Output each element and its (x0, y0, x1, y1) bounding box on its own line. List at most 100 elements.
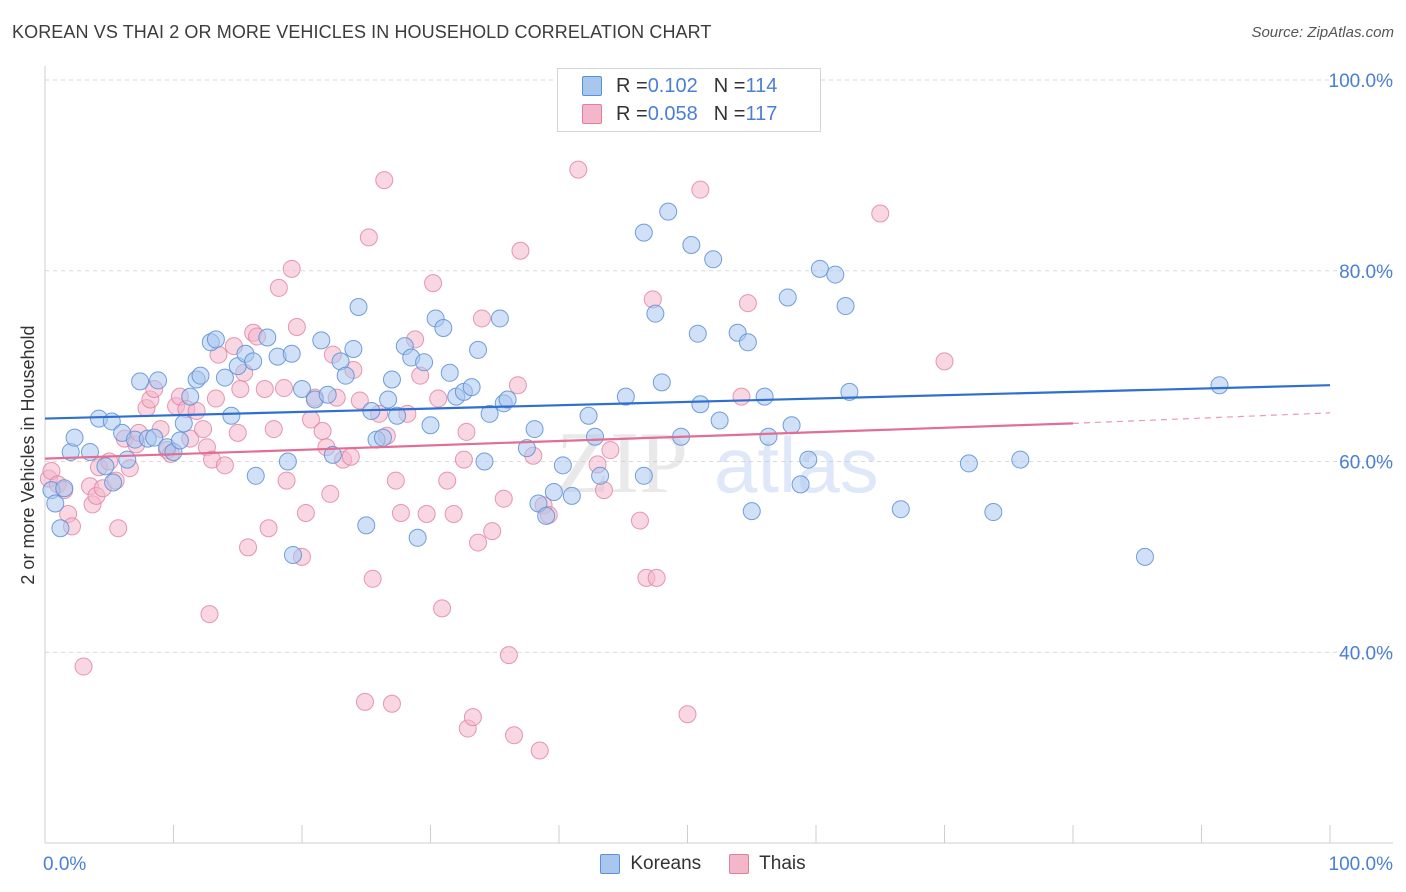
korean-point (434, 318, 453, 337)
thai-point (382, 694, 401, 713)
korean-point (55, 479, 74, 498)
legend-item-koreans[interactable]: Koreans (600, 853, 701, 875)
korean-point (759, 427, 778, 446)
korean-point (836, 297, 855, 316)
korean-point (778, 288, 797, 307)
korean-point (373, 428, 392, 447)
korean-point (379, 390, 398, 409)
thai-point (264, 420, 283, 439)
korean-point (984, 503, 1003, 522)
korean-point (591, 466, 610, 485)
korean-point (323, 445, 342, 464)
thai-point (469, 533, 488, 552)
korean-point (408, 528, 427, 547)
korean-trend-line (44, 384, 1331, 420)
korean-point (51, 519, 70, 538)
korean-points (42, 202, 1229, 566)
korean-point (131, 372, 150, 391)
labels-layer: 100.0% 80.0% 60.0% 40.0% 0.0% 100.0% 2 or more… (18, 71, 1393, 875)
korean-point (206, 330, 225, 349)
legend-label-koreans: Koreans (630, 853, 702, 874)
korean-point (704, 250, 723, 269)
watermark: ZIP atlas (556, 415, 879, 512)
thai-point (386, 471, 405, 490)
korean-point (118, 450, 137, 469)
trend-layer (44, 384, 1331, 460)
korean-point (738, 333, 757, 352)
thai-point (738, 294, 757, 313)
korean-point (799, 450, 818, 469)
thai-point (206, 389, 225, 408)
thai-point (359, 228, 378, 247)
thai-trend-line (44, 422, 1074, 460)
n-label: N = (713, 74, 746, 97)
korean-point (475, 452, 494, 471)
thai-point (569, 160, 588, 179)
korean-point (282, 344, 301, 363)
axes-layer (44, 66, 1393, 844)
thai-point (483, 522, 502, 541)
thai-point (275, 379, 294, 398)
thai-point (363, 569, 382, 588)
korean-point (544, 483, 563, 502)
korean-point (181, 387, 200, 406)
legend-label-thais: Thais (759, 853, 806, 874)
thai-point (935, 352, 954, 371)
thai-point (269, 278, 288, 297)
y-tick-label: 40.0% (1339, 643, 1393, 664)
korean-point (469, 340, 488, 359)
thai-point (375, 171, 394, 190)
korean-point (349, 297, 368, 316)
korean-point (659, 202, 678, 221)
korean-point (646, 304, 665, 323)
thai-point (691, 180, 710, 199)
korean-point (284, 545, 303, 564)
thai-point (313, 421, 332, 440)
korean-point (96, 457, 115, 476)
thai-point (239, 538, 258, 557)
thai-point (630, 511, 649, 530)
thai-point (494, 489, 513, 508)
thais-swatch (729, 854, 750, 874)
thai-point (871, 204, 890, 223)
korean-point (1135, 547, 1154, 566)
thai-point (321, 484, 340, 503)
korean-point (480, 404, 499, 423)
thai-point (200, 605, 219, 624)
thai-point (296, 504, 315, 523)
thai-point (74, 657, 93, 676)
koreans-swatch (582, 76, 602, 96)
korean-point (742, 502, 761, 521)
thai-point (499, 646, 518, 665)
thais-swatch (582, 104, 602, 124)
korean-point (170, 431, 189, 450)
legend-item-thais[interactable]: Thais (729, 853, 806, 875)
korean-point (336, 366, 355, 385)
korean-point (616, 387, 635, 406)
korean-point (174, 414, 193, 433)
thai-point (215, 456, 234, 475)
thai-point (355, 692, 374, 711)
korean-point (755, 387, 774, 406)
thai-point (457, 422, 476, 441)
thai-point (438, 471, 457, 490)
korean-point (215, 368, 234, 387)
korean-point (344, 339, 363, 358)
thai-point (194, 420, 213, 439)
thai-point (282, 259, 301, 278)
korean-point (490, 309, 509, 328)
y-axis-title: 2 or more Vehicles in Household (18, 325, 38, 584)
thai-point (231, 380, 250, 399)
korean-point (312, 331, 331, 350)
korean-point (1210, 376, 1229, 395)
korean-point (537, 506, 556, 525)
korean-point (498, 390, 517, 409)
korean-point (440, 363, 459, 382)
korean-point (840, 382, 859, 401)
korean-point (462, 378, 481, 397)
korean-point (318, 385, 337, 404)
thai-point (109, 519, 128, 538)
x-tick-label: 0.0% (43, 854, 86, 875)
korean-point (1011, 450, 1030, 469)
